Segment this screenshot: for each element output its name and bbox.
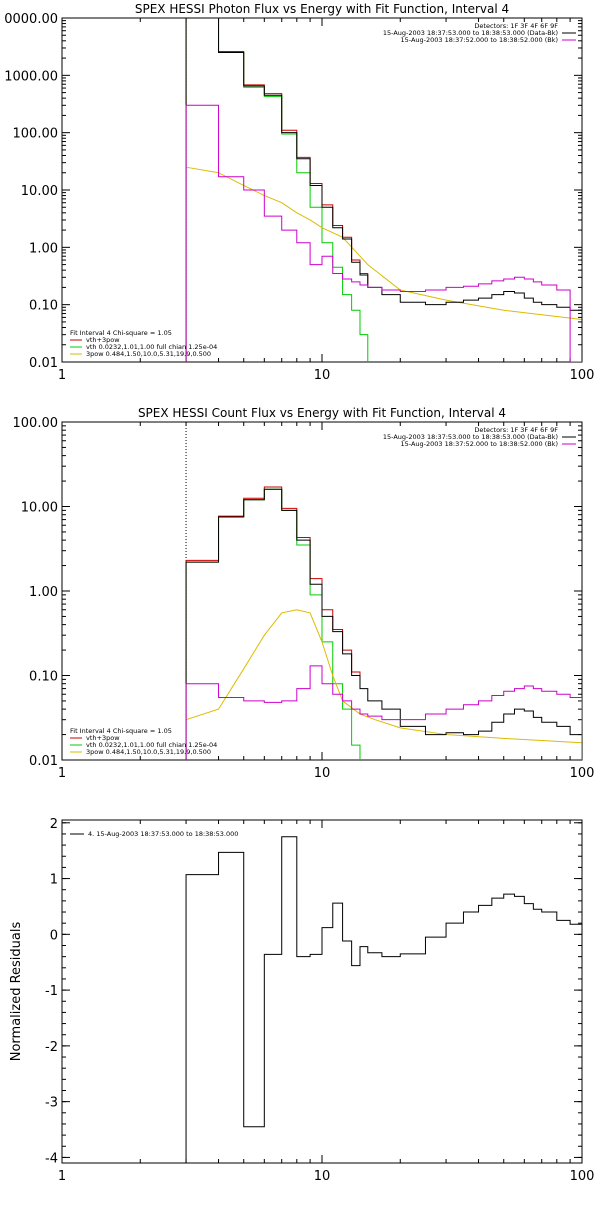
y-tick-label: 0.10	[29, 299, 58, 314]
info-line: 15-Aug-2003 18:37:52.000 to 18:38:52.000…	[401, 36, 558, 44]
data-series-2	[185, 665, 582, 760]
y-tick-label: -1	[45, 984, 58, 999]
x-tick-label: 1	[58, 368, 66, 383]
x-tick-label: 1	[58, 766, 66, 781]
fit-legend-line: Fit Interval 4 Chi-square = 1.05	[70, 329, 172, 337]
x-tick-label: 1	[58, 1169, 66, 1184]
data-series-1	[185, 18, 582, 362]
fit-line-1	[185, 486, 361, 760]
y-tick-label: 100.00	[13, 127, 59, 142]
x-tick-label: 10	[314, 1169, 331, 1184]
plot-area	[185, 836, 582, 1163]
y-tick-label: 0.10	[29, 670, 58, 685]
info-line: 15-Aug-2003 18:37:53.000 to 18:38:53.000…	[383, 433, 558, 441]
y-tick-label: 0	[50, 928, 58, 943]
y-tick-label: 0000.00	[4, 12, 58, 27]
fit-line-1	[185, 18, 369, 362]
data-series-2	[185, 104, 582, 362]
y-tick-label: -2	[45, 1040, 58, 1055]
y-tick-label: 1.00	[29, 585, 58, 600]
fit-legend-line: 3pow 0.484,1.50,10.0,5.31,19.9,0.500	[86, 748, 211, 756]
data-series-1	[185, 488, 582, 760]
y-tick-label: -3	[45, 1096, 58, 1111]
fit-line-2	[185, 18, 369, 362]
fit-legend-line: vth 0.0232,1.01,1.00 full chian 1.25e-04	[86, 741, 217, 749]
chart-panel-1: SPEX HESSI Photon Flux vs Energy with Fi…	[4, 2, 594, 383]
info-line: Detectors: 1F 3F 4F 6F 9F	[474, 426, 558, 434]
plot-frame	[61, 819, 583, 1164]
fit-line-3	[185, 166, 582, 321]
chart-panel-2: SPEX HESSI Count Flux vs Energy with Fit…	[13, 406, 595, 781]
x-tick-label: 100	[570, 766, 595, 781]
y-tick-label: 100.00	[13, 416, 59, 431]
x-tick-label: 10	[314, 766, 331, 781]
fit-legend-line: vth+3pow	[86, 336, 120, 344]
fit-legend-line: vth 0.0232,1.01,1.00 full chian 1.25e-04	[86, 343, 217, 351]
y-tick-label: 0.01	[29, 356, 58, 371]
chart-title: SPEX HESSI Count Flux vs Energy with Fit…	[138, 406, 506, 420]
residual-legend-label: 4. 15-Aug-2003 18:37:53.000 to 18:38:53.…	[88, 830, 238, 838]
plot-area	[185, 18, 582, 362]
fit-legend-line: vth+3pow	[86, 734, 120, 742]
fit-line-3	[185, 609, 582, 744]
fit-legend-line: Fit Interval 4 Chi-square = 1.05	[70, 727, 172, 735]
x-tick-label: 100	[570, 368, 595, 383]
info-line: 15-Aug-2003 18:37:53.000 to 18:38:53.000…	[383, 29, 558, 37]
chart-panel-3: 1 10 100 -4 -3 -2 -1 0 1 2 Normalized Residuals 4. …	[9, 817, 594, 1184]
y-tick-label: 10.00	[21, 501, 58, 516]
info-line: Detectors: 1F 3F 4F 6F 9F	[474, 22, 558, 30]
y-tick-label: -4	[45, 1151, 58, 1166]
data-series-1	[185, 836, 582, 1163]
fit-legend-line: 3pow 0.484,1.50,10.0,5.31,19.9,0.500	[86, 350, 211, 358]
y-tick-label: 0.01	[29, 754, 58, 769]
plot-area	[185, 486, 582, 760]
y-tick-label: 2	[50, 817, 58, 832]
x-tick-label: 10	[314, 368, 331, 383]
x-tick-label: 100	[570, 1169, 595, 1184]
y-axis-label: Normalized Residuals	[9, 922, 24, 1062]
y-tick-label: 1.00	[29, 241, 58, 256]
y-tick-label: 10.00	[21, 184, 58, 199]
chart-title: SPEX HESSI Photon Flux vs Energy with Fi…	[135, 2, 509, 16]
y-tick-label: 1	[50, 873, 58, 888]
y-tick-label: 1000.00	[4, 69, 58, 84]
info-line: 15-Aug-2003 18:37:52.000 to 18:38:52.000…	[401, 440, 558, 448]
